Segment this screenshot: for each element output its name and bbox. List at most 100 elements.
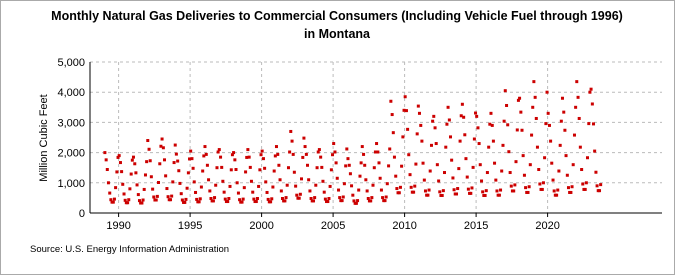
point bbox=[266, 197, 270, 201]
point bbox=[566, 186, 570, 190]
point bbox=[407, 153, 411, 157]
point bbox=[444, 145, 448, 149]
point bbox=[500, 169, 504, 173]
point bbox=[512, 189, 516, 193]
point bbox=[495, 189, 499, 193]
point bbox=[164, 174, 168, 178]
point bbox=[254, 200, 258, 204]
point bbox=[464, 157, 468, 161]
point bbox=[362, 152, 366, 156]
point bbox=[590, 102, 594, 106]
point bbox=[195, 197, 199, 201]
point bbox=[142, 187, 146, 191]
point bbox=[346, 157, 350, 161]
point bbox=[309, 197, 313, 201]
x-tick-label: 2000 bbox=[249, 220, 273, 232]
point bbox=[598, 189, 602, 193]
point bbox=[400, 164, 404, 168]
point bbox=[532, 80, 536, 84]
point bbox=[302, 136, 306, 140]
point bbox=[455, 192, 459, 196]
point bbox=[462, 115, 466, 119]
point bbox=[130, 158, 134, 162]
point bbox=[335, 176, 339, 180]
point bbox=[215, 166, 219, 170]
point bbox=[204, 152, 208, 156]
point bbox=[538, 182, 542, 186]
point bbox=[134, 171, 138, 175]
point bbox=[449, 135, 453, 139]
point bbox=[147, 147, 151, 151]
point bbox=[354, 201, 358, 205]
point bbox=[472, 137, 476, 141]
point bbox=[571, 163, 575, 167]
point bbox=[505, 103, 509, 107]
point bbox=[338, 196, 342, 200]
point bbox=[466, 187, 470, 191]
point bbox=[207, 178, 211, 182]
point bbox=[415, 132, 419, 136]
point bbox=[284, 196, 288, 200]
point bbox=[584, 181, 588, 185]
point bbox=[427, 188, 431, 192]
point bbox=[242, 186, 246, 190]
point bbox=[252, 197, 256, 201]
point bbox=[445, 122, 449, 126]
y-tick-label: 1,000 bbox=[57, 178, 85, 190]
point bbox=[241, 197, 245, 201]
point bbox=[592, 122, 596, 126]
point bbox=[370, 196, 374, 200]
point bbox=[562, 110, 566, 114]
point bbox=[352, 199, 356, 203]
point bbox=[133, 162, 137, 166]
point bbox=[572, 133, 576, 137]
point bbox=[174, 152, 178, 156]
point bbox=[121, 182, 125, 186]
point bbox=[322, 190, 326, 194]
point bbox=[487, 145, 491, 149]
point bbox=[235, 181, 239, 185]
point bbox=[580, 168, 584, 172]
point bbox=[459, 114, 463, 118]
point bbox=[394, 174, 398, 178]
point bbox=[120, 170, 124, 174]
point bbox=[521, 154, 525, 158]
point bbox=[221, 179, 225, 183]
point bbox=[145, 160, 149, 164]
point bbox=[189, 149, 193, 153]
point bbox=[490, 123, 494, 127]
point bbox=[169, 198, 173, 202]
point bbox=[576, 95, 580, 99]
point bbox=[152, 195, 156, 199]
point bbox=[105, 168, 109, 172]
point bbox=[541, 181, 545, 185]
point bbox=[234, 168, 238, 172]
point bbox=[469, 191, 473, 195]
point bbox=[230, 153, 234, 157]
point bbox=[314, 183, 318, 187]
point bbox=[291, 152, 295, 156]
point bbox=[465, 175, 469, 179]
point bbox=[331, 153, 335, 157]
point bbox=[543, 156, 547, 160]
point bbox=[577, 116, 581, 120]
point bbox=[165, 187, 169, 191]
point bbox=[451, 176, 455, 180]
point bbox=[383, 199, 387, 203]
point bbox=[357, 188, 361, 192]
point bbox=[319, 155, 323, 159]
point bbox=[545, 90, 549, 94]
chart-title: Monthly Natural Gas Deliveries to Commer… bbox=[51, 9, 623, 23]
point bbox=[191, 166, 195, 170]
point bbox=[477, 142, 481, 146]
point bbox=[236, 191, 240, 195]
point bbox=[213, 196, 217, 200]
point bbox=[151, 187, 155, 191]
point bbox=[313, 196, 317, 200]
point bbox=[228, 184, 232, 188]
point bbox=[551, 178, 555, 182]
point bbox=[201, 169, 205, 173]
point bbox=[583, 187, 587, 191]
point bbox=[435, 163, 439, 167]
point bbox=[271, 185, 275, 189]
